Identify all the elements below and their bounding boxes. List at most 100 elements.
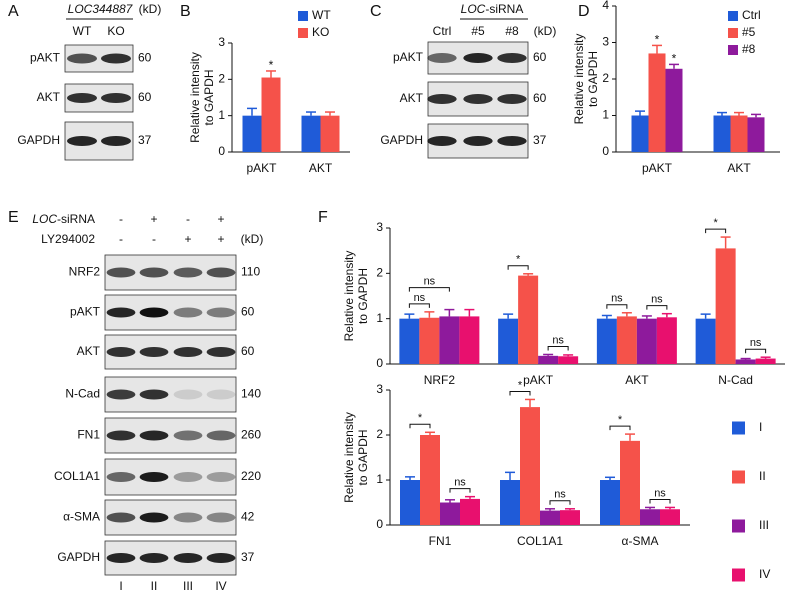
error-bar: [464, 308, 475, 317]
significance-label: ns: [424, 276, 436, 288]
y-tick-label: 3: [376, 220, 383, 234]
blot-band: [106, 512, 136, 523]
bar: [631, 115, 649, 152]
lane-label: #5: [471, 24, 485, 38]
bar: [460, 498, 480, 525]
error-bar: [734, 111, 744, 116]
error-bar: [503, 313, 514, 319]
y-axis-label: Relative intensity: [342, 251, 356, 342]
row-label: α-SMA: [63, 510, 100, 524]
blot-band: [427, 94, 457, 104]
blot-band: [206, 267, 236, 278]
error-bar: [665, 506, 675, 510]
y-tick-label: 2: [376, 266, 383, 280]
blot-band: [463, 53, 493, 63]
bar: [640, 509, 660, 525]
error-bar: [700, 313, 711, 319]
treatment-sign: +: [184, 232, 191, 246]
significance-bracket: [649, 498, 671, 504]
significance-bracket: [449, 488, 471, 493]
significance-bracket: [409, 423, 431, 429]
treatment-label-rest: -siRNA: [57, 212, 95, 226]
panel-label: E: [8, 209, 19, 226]
error-bar: [306, 111, 316, 116]
unit-label: (kD): [139, 2, 162, 16]
blot-band: [463, 136, 493, 146]
x-tick-label: AKT: [625, 373, 649, 387]
treatment-sign: +: [217, 232, 224, 246]
legend-label: Ctrl: [742, 8, 761, 22]
bar: [540, 510, 560, 525]
kd-label: 42: [241, 510, 255, 524]
y-axis-label: Relative intensity: [572, 34, 586, 125]
y-axis-label: Relative intensity: [188, 52, 202, 143]
blot-header: LOC344887: [68, 2, 134, 16]
bar: [500, 480, 520, 525]
bar: [636, 318, 657, 364]
blot-box: [104, 376, 237, 413]
kd-label: 220: [241, 469, 261, 483]
error-bar: [563, 354, 574, 357]
kd-label: 140: [241, 387, 261, 401]
bar: [560, 510, 580, 525]
significance-label: *: [672, 52, 677, 66]
error-bar: [661, 312, 672, 318]
treatment-label: LOC-siRNA: [32, 212, 95, 226]
bar: [261, 77, 281, 152]
y-tick-label: 0: [602, 144, 609, 158]
legend-label: WT: [312, 8, 331, 22]
bar: [715, 248, 736, 364]
lane-label: Ctrl: [433, 24, 452, 38]
blot-band: [101, 136, 131, 146]
error-bar: [669, 63, 679, 69]
error-bar: [621, 312, 632, 317]
kd-label: 60: [533, 50, 547, 64]
blot-band: [206, 553, 236, 563]
significance-label: ns: [611, 293, 623, 305]
blot-band: [497, 53, 527, 63]
significance-label: *: [618, 414, 623, 426]
y-tick-label: 2: [218, 72, 225, 86]
error-bar: [635, 110, 645, 116]
error-bar: [565, 508, 575, 511]
bar: [301, 115, 321, 152]
blot-band: [427, 136, 457, 146]
blot-band: [106, 472, 136, 482]
blot-band: [173, 307, 203, 318]
blot-band: [106, 389, 136, 400]
significance-label: *: [713, 217, 718, 229]
kd-label: 37: [533, 133, 547, 147]
significance-label: ns: [554, 489, 566, 501]
kd-label: 110: [241, 265, 260, 279]
bar: [755, 358, 776, 364]
legend-swatch: [732, 568, 745, 582]
blot-header-italic: LOC: [461, 2, 486, 16]
blot-header-rest: -siRNA: [485, 2, 523, 16]
blot-band: [106, 430, 136, 441]
bar: [596, 318, 617, 364]
blot-band: [106, 267, 136, 278]
x-tick-label: COL1A1: [517, 534, 563, 548]
row-label: AKT: [77, 344, 101, 358]
lane-label: WT: [73, 24, 92, 38]
significance-bracket: [509, 390, 531, 396]
bar: [600, 480, 620, 525]
significance-label: ns: [414, 292, 426, 304]
y-tick-label: 4: [602, 0, 609, 12]
y-tick-label: 1: [376, 472, 383, 486]
row-label: FN1: [77, 428, 100, 442]
legend-swatch: [728, 28, 738, 38]
bar: [242, 115, 262, 152]
blot-band: [139, 267, 169, 278]
significance-bracket: [609, 425, 631, 431]
bar: [520, 407, 540, 525]
blot-band: [497, 94, 527, 104]
row-label: GAPDH: [380, 133, 423, 147]
error-bar: [605, 476, 615, 480]
x-tick-label: α-SMA: [622, 534, 659, 548]
y-axis-label: Relative intensity: [342, 412, 356, 503]
lane-label: IV: [215, 579, 226, 593]
x-tick-label: N-Cad: [718, 373, 753, 387]
blot-band: [106, 307, 136, 318]
